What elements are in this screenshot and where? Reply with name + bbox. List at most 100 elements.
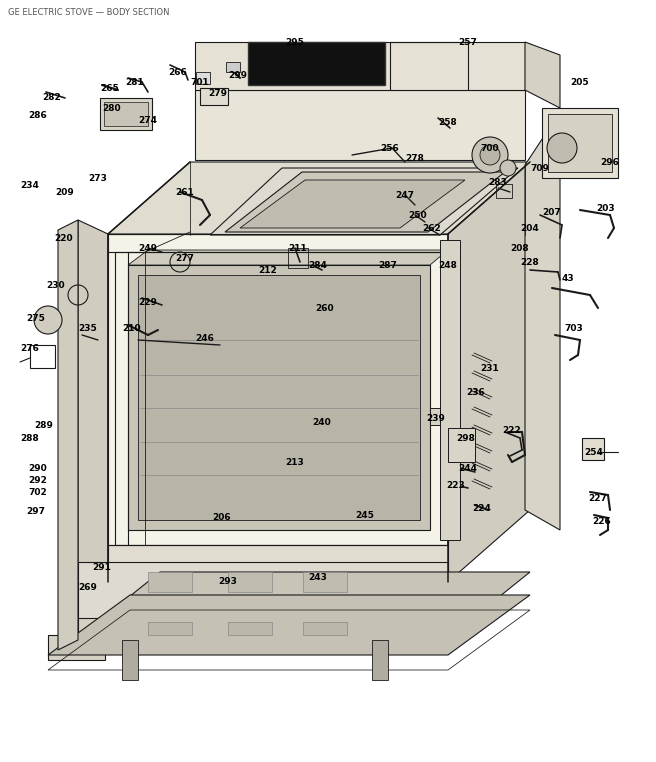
Text: 234: 234 — [20, 181, 39, 190]
Text: 281: 281 — [126, 78, 144, 87]
Text: 262: 262 — [422, 223, 441, 232]
Text: GE ELECTRIC STOVE — BODY SECTION: GE ELECTRIC STOVE — BODY SECTION — [8, 8, 169, 17]
Text: 700: 700 — [481, 143, 499, 152]
Circle shape — [500, 160, 516, 176]
Polygon shape — [195, 42, 525, 90]
Text: 224: 224 — [472, 504, 491, 513]
Polygon shape — [138, 275, 420, 520]
Text: 247: 247 — [396, 190, 415, 200]
Polygon shape — [128, 250, 448, 265]
Polygon shape — [58, 220, 78, 650]
Text: 286: 286 — [29, 110, 47, 120]
Text: 282: 282 — [43, 92, 62, 101]
Text: 290: 290 — [29, 463, 47, 472]
Text: 243: 243 — [308, 574, 327, 582]
Text: 276: 276 — [20, 344, 39, 353]
Polygon shape — [210, 168, 518, 235]
Polygon shape — [542, 108, 618, 178]
Text: 240: 240 — [313, 418, 331, 427]
Polygon shape — [108, 162, 530, 234]
Circle shape — [34, 306, 62, 334]
Polygon shape — [196, 72, 210, 84]
Text: 278: 278 — [405, 153, 424, 162]
Text: 206: 206 — [213, 514, 232, 523]
Text: 299: 299 — [228, 71, 247, 79]
Text: 211: 211 — [289, 244, 308, 252]
Text: 203: 203 — [597, 203, 615, 213]
Polygon shape — [78, 572, 530, 638]
Polygon shape — [104, 102, 148, 126]
Polygon shape — [225, 172, 505, 232]
Text: 284: 284 — [308, 261, 327, 270]
Text: 289: 289 — [35, 421, 53, 430]
Circle shape — [480, 145, 500, 165]
Text: 254: 254 — [584, 447, 604, 456]
Text: 298: 298 — [457, 434, 476, 443]
Text: 260: 260 — [316, 303, 335, 312]
Text: 280: 280 — [103, 104, 121, 113]
Polygon shape — [582, 438, 604, 460]
Text: 296: 296 — [600, 158, 619, 167]
Circle shape — [472, 137, 508, 173]
Polygon shape — [448, 428, 475, 462]
Text: 210: 210 — [123, 324, 141, 332]
Polygon shape — [108, 545, 448, 582]
Text: 249: 249 — [138, 244, 157, 252]
Text: 702: 702 — [29, 488, 47, 497]
Polygon shape — [228, 622, 272, 635]
Text: 246: 246 — [195, 334, 215, 342]
Text: 257: 257 — [459, 37, 478, 46]
Text: 288: 288 — [20, 434, 39, 443]
Polygon shape — [430, 408, 448, 425]
Polygon shape — [128, 265, 430, 530]
Text: 297: 297 — [26, 507, 45, 517]
Polygon shape — [525, 112, 560, 530]
Polygon shape — [303, 622, 347, 635]
Text: 295: 295 — [285, 37, 304, 46]
Text: 279: 279 — [209, 88, 228, 98]
Text: 222: 222 — [502, 425, 522, 434]
Text: 207: 207 — [543, 207, 562, 216]
Text: 275: 275 — [26, 313, 45, 322]
Text: 245: 245 — [356, 511, 375, 520]
Text: 227: 227 — [588, 494, 607, 502]
Polygon shape — [248, 42, 385, 85]
Text: 244: 244 — [459, 463, 478, 472]
Text: 212: 212 — [258, 265, 277, 274]
Text: 236: 236 — [466, 388, 485, 396]
Text: 205: 205 — [571, 78, 589, 87]
Circle shape — [547, 133, 577, 163]
Polygon shape — [122, 640, 138, 680]
Text: 265: 265 — [100, 84, 119, 92]
Polygon shape — [78, 562, 448, 620]
Polygon shape — [148, 572, 192, 592]
Text: 283: 283 — [489, 178, 507, 187]
Polygon shape — [548, 114, 612, 172]
Text: 223: 223 — [447, 481, 465, 489]
Polygon shape — [195, 90, 525, 160]
Text: 277: 277 — [176, 254, 194, 262]
Polygon shape — [372, 640, 388, 680]
Text: 220: 220 — [54, 233, 73, 242]
Text: 261: 261 — [176, 187, 194, 197]
Polygon shape — [525, 42, 560, 108]
Polygon shape — [48, 595, 530, 655]
Text: 235: 235 — [79, 324, 97, 332]
Text: 258: 258 — [439, 117, 457, 126]
Text: 230: 230 — [47, 280, 66, 290]
Text: 43: 43 — [562, 274, 574, 283]
Text: 256: 256 — [380, 143, 400, 152]
Text: 213: 213 — [285, 457, 304, 466]
Text: 231: 231 — [481, 363, 499, 373]
Polygon shape — [448, 162, 530, 582]
Text: 239: 239 — [426, 414, 445, 422]
Text: 226: 226 — [592, 517, 611, 527]
Text: 229: 229 — [138, 297, 157, 306]
Polygon shape — [148, 622, 192, 635]
Text: 248: 248 — [439, 261, 457, 270]
Text: 269: 269 — [79, 584, 98, 593]
Text: 266: 266 — [169, 68, 188, 76]
Polygon shape — [226, 62, 240, 72]
Polygon shape — [78, 220, 108, 582]
Text: 228: 228 — [521, 258, 539, 267]
